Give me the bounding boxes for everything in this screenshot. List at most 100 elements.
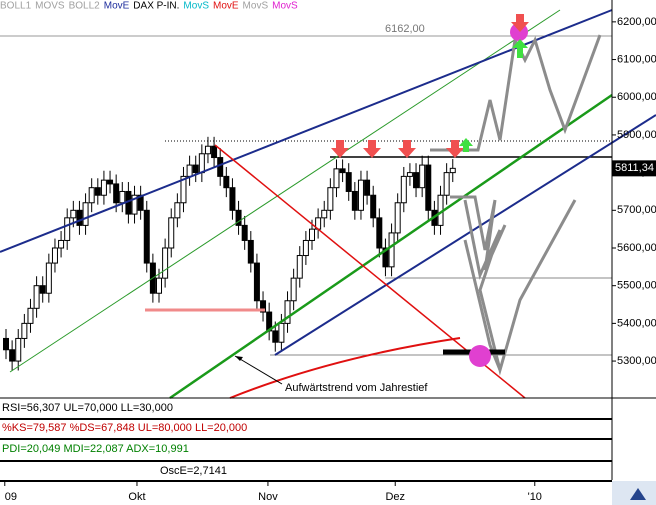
last-price-label: 5811,34 xyxy=(615,162,654,174)
candle-body xyxy=(296,255,303,279)
candle-body xyxy=(88,187,95,204)
candle-body xyxy=(131,194,138,215)
candle-body xyxy=(321,209,328,219)
candle-body xyxy=(223,175,230,189)
candle-body xyxy=(27,307,34,324)
candle-body xyxy=(180,175,187,204)
candle-body xyxy=(419,164,426,189)
panel-label: RSI=56,307 UL=70,000 LL=30,000 xyxy=(2,402,173,414)
candle-body xyxy=(58,239,65,249)
candle-body xyxy=(327,187,334,211)
legend-entry: MovS xyxy=(243,1,269,12)
candle-body xyxy=(413,172,420,189)
candle-body xyxy=(364,179,371,196)
y-tick-label: 5700,00 xyxy=(617,204,656,216)
candle-body xyxy=(3,337,9,351)
y-tick-label: 5300,00 xyxy=(617,355,656,367)
candle-body xyxy=(400,175,407,204)
candle-body xyxy=(241,224,248,241)
candle-body xyxy=(21,322,28,339)
candle-body xyxy=(217,157,224,177)
candle-body xyxy=(406,172,413,177)
candle-body xyxy=(345,172,352,192)
candle-body xyxy=(156,277,162,294)
candle-body xyxy=(309,228,315,241)
legend-entry: MOVS xyxy=(35,1,65,12)
projection xyxy=(450,195,577,376)
candle-body xyxy=(76,209,83,226)
legend-entry: DAX P-IN. xyxy=(133,1,179,12)
candle-body xyxy=(333,168,340,189)
y-tick-label: 5900,00 xyxy=(617,129,656,141)
candle-body xyxy=(162,247,169,279)
candle-body xyxy=(357,179,364,211)
candle-body xyxy=(235,209,242,226)
toolbar-icon[interactable] xyxy=(630,488,646,500)
y-tick-label: 5600,00 xyxy=(617,242,656,254)
candle-body xyxy=(45,262,52,294)
legend-entry: BOLL2 xyxy=(69,1,101,12)
panel-label: %KS=79,587 %DS=67,848 UL=80,000 LL=20,00… xyxy=(2,422,247,434)
x-tick-label: Nov xyxy=(258,491,278,503)
candle-body xyxy=(9,349,16,362)
candle-body xyxy=(186,164,193,177)
legend-entry: MovE xyxy=(104,1,130,12)
toolbar[interactable] xyxy=(612,481,656,505)
channel-line xyxy=(9,9,561,373)
arrows xyxy=(331,14,529,158)
panel-label: PDI=20,049 MDI=22,087 ADX=10,991 xyxy=(2,443,189,455)
x-tick-label: '10 xyxy=(528,491,542,503)
trend-line xyxy=(0,9,613,253)
candle-body xyxy=(192,164,199,174)
candle-body xyxy=(137,194,144,211)
candle-body xyxy=(443,172,450,196)
candle-body xyxy=(253,262,260,302)
x-tick-label: 09 xyxy=(5,491,17,503)
candle-body xyxy=(39,285,46,294)
candle-body xyxy=(33,285,40,309)
candle-body xyxy=(100,179,107,196)
candle-body xyxy=(284,300,291,324)
legend-entry: BOLL1 xyxy=(0,1,32,12)
candle-body xyxy=(198,153,205,174)
annotation: Aufwärtstrend vom Jahrestief xyxy=(285,382,428,394)
y-tick-label: 6200,00 xyxy=(617,16,656,28)
candle-body xyxy=(351,190,358,211)
moving-average xyxy=(229,337,461,399)
annotation-arrow xyxy=(234,355,283,385)
candle-body xyxy=(290,277,297,302)
candle-body xyxy=(272,330,279,343)
target-circle xyxy=(469,345,491,367)
candle-body xyxy=(339,168,346,174)
trend-line xyxy=(169,93,613,400)
candle-body xyxy=(302,239,309,257)
candle-body xyxy=(260,300,267,313)
candle-body xyxy=(376,217,383,249)
last-price-box xyxy=(612,160,656,177)
y-tick-label: 6000,00 xyxy=(617,91,656,103)
candle-body xyxy=(211,145,218,159)
candle-body xyxy=(113,183,120,204)
candle-body xyxy=(143,209,150,264)
candle-body xyxy=(64,217,71,241)
candle-body xyxy=(119,190,126,204)
resistance-label: 6162,00 xyxy=(385,23,425,35)
candle-body xyxy=(15,337,22,362)
overlays xyxy=(0,9,656,400)
annotation-arrow-head xyxy=(235,356,243,361)
candle-body xyxy=(382,247,389,268)
candle-body xyxy=(94,187,101,196)
candle-body xyxy=(449,167,456,174)
y-tick-label: 5500,00 xyxy=(617,280,656,292)
candle-body xyxy=(425,164,432,211)
y-tick-label: 5400,00 xyxy=(617,317,656,329)
candle-body xyxy=(204,145,211,155)
candle-body xyxy=(229,187,236,211)
candle-body xyxy=(278,322,285,343)
candle-body xyxy=(174,202,181,219)
arrows xyxy=(459,39,528,152)
candle-body xyxy=(388,232,395,268)
candle-body xyxy=(82,202,89,226)
legend-entry: MovS xyxy=(272,1,298,12)
